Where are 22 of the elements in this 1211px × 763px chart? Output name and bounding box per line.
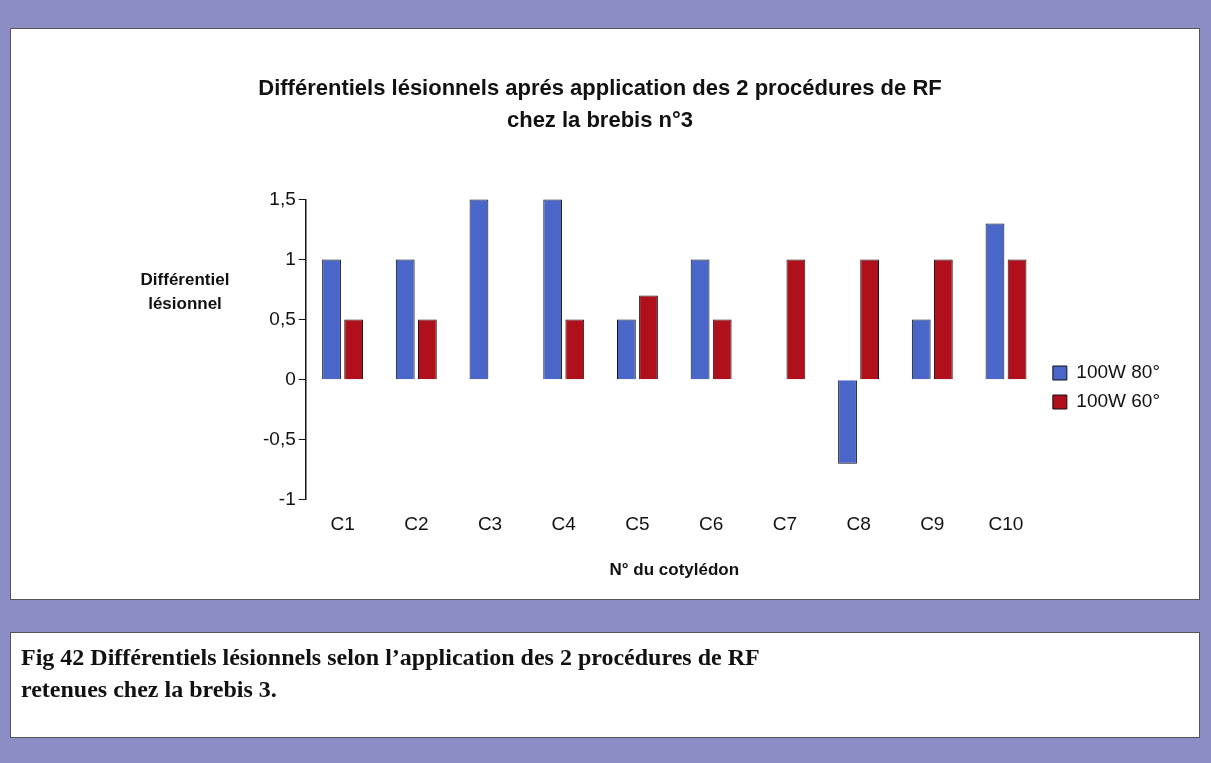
x-tick-label: C10 <box>988 513 1024 535</box>
x-tick-label: C7 <box>772 513 798 535</box>
chart-title: Différentiels lésionnels aprés application des 2 procédures de RF chez la brebis n°3 <box>257 74 943 134</box>
legend-label: 100W 60° <box>1076 390 1161 412</box>
x-tick-label: C5 <box>625 513 650 535</box>
x-tick-label: C1 <box>330 513 355 535</box>
x-tick-label: C6 <box>699 513 724 535</box>
caption: Fig 42 Différentiels lésionnels selon l’application des 2 procédures de RF retenues chez la brebis 3. <box>21 643 760 704</box>
y-tick-label: -0,5 <box>262 427 296 449</box>
y-axis-title: Différentiel lésionnel <box>139 269 231 315</box>
y-tick-label: 1 <box>285 247 296 269</box>
y-tick-label: 0,5 <box>269 307 296 329</box>
y-tick-label: 1,5 <box>269 187 296 209</box>
x-tick-label: C9 <box>920 513 945 535</box>
x-tick-label: C4 <box>551 513 577 535</box>
x-tick-label: C2 <box>404 513 429 535</box>
y-tick-label: -1 <box>278 488 296 510</box>
x-tick-label: C8 <box>846 513 871 535</box>
x-tick-label: C3 <box>477 513 503 535</box>
legend-label: 100W 80° <box>1076 361 1161 383</box>
x-axis-title: N° du cotylédon <box>609 560 740 580</box>
y-tick-label: 0 <box>285 367 296 389</box>
